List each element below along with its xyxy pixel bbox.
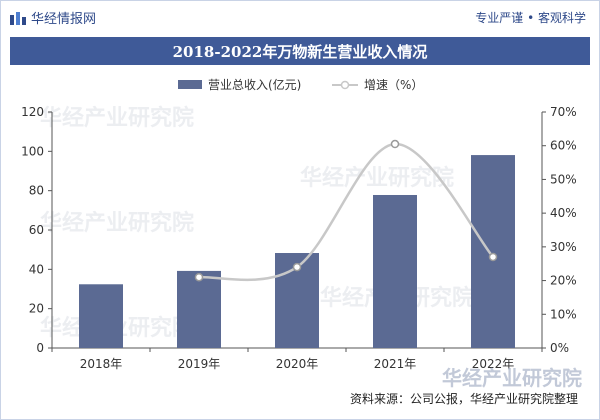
y-right-tick-label: 40% (550, 206, 577, 220)
y-left-tick-label: 80 (29, 184, 44, 198)
y-left-tick-label: 40 (29, 262, 44, 276)
point-growth-3 (390, 139, 400, 149)
chart-legend: 营业总收入(亿元) 增速（%） (0, 76, 600, 94)
bar-revenue-3 (373, 194, 417, 348)
y-right-tick-label: 0% (550, 341, 569, 355)
x-tick-label: 2019年 (178, 357, 221, 371)
brand-logo-icon (10, 11, 26, 25)
y-left-tick-label: 60 (29, 223, 44, 237)
x-tick-label: 2020年 (276, 357, 319, 371)
y-right-tick-label: 30% (550, 240, 577, 254)
watermark-logo-text: 华经产业研究院 (442, 366, 582, 390)
y-left-tick-label: 0 (36, 341, 44, 355)
legend-line-swatch (332, 80, 358, 89)
y-left-tick-label: 20 (29, 302, 44, 316)
legend-item-revenue: 营业总收入(亿元) (178, 76, 301, 93)
legend-label-growth: 增速（%） (364, 78, 424, 92)
top-bar: 华经情报网 专业严谨 • 客观科学 (0, 0, 600, 32)
bar-revenue-1 (177, 270, 221, 348)
point-growth-2 (292, 262, 302, 272)
y-right-tick-label: 60% (550, 139, 577, 153)
y-right-tick-label: 50% (550, 172, 577, 186)
bar-revenue-4 (471, 155, 515, 348)
source-note: 资料来源：公司公报，华经产业研究院整理 (349, 392, 578, 406)
y-right-tick-label: 20% (550, 274, 577, 288)
y-right-tick-label: 10% (550, 307, 577, 321)
legend-label-revenue: 营业总收入(亿元) (208, 78, 302, 92)
bar-revenue-0 (79, 284, 123, 348)
y-left-tick-label: 120 (21, 105, 44, 119)
y-right-tick-label: 70% (550, 105, 577, 119)
x-tick-label: 2018年 (80, 357, 123, 371)
chart-title: 2018-2022年万物新生营业收入情况 (10, 37, 590, 65)
point-growth-4 (488, 252, 498, 262)
brand-name: 华经情报网 (31, 12, 97, 27)
legend-bar-swatch (178, 80, 202, 89)
y-left-tick-label: 100 (21, 144, 44, 158)
x-tick-label: 2022年 (472, 357, 515, 371)
brand: 华经情报网 (10, 8, 96, 27)
x-tick-label: 2021年 (374, 357, 417, 371)
legend-item-growth: 增速（%） (332, 76, 423, 93)
tagline: 专业严谨 • 客观科学 (475, 11, 586, 25)
line-growth (198, 142, 494, 282)
point-growth-1 (194, 272, 204, 282)
